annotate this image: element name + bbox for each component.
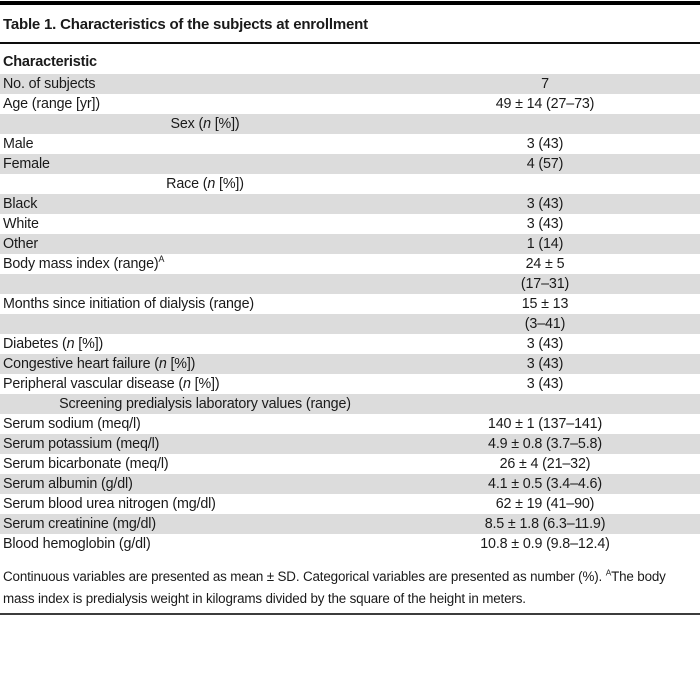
table-row: Blood hemoglobin (g/dl) 10.8 ± 0.9 (9.8–1… — [0, 534, 700, 554]
table-title: Table 1. Characteristics of the subjects… — [3, 16, 368, 33]
table-row: Peripheral vascular disease (n [%]) 3 (43… — [0, 374, 700, 394]
table-row: Age (range [yr]) 49 ± 14 (27–73) — [0, 94, 700, 114]
row-label: Sex (n [%]) — [170, 116, 240, 132]
row-label: White — [3, 216, 39, 232]
row-value: 3 (43) — [526, 336, 564, 352]
table-row: Serum bicarbonate (meq/l) 26 ± 4 (21–32) — [0, 454, 700, 474]
table-row: Serum sodium (meq/l) 140 ± 1 (137–141) — [0, 414, 700, 434]
table-row: Diabetes (n [%]) 3 (43) — [0, 334, 700, 354]
table-row: Serum albumin (g/dl) 4.1 ± 0.5 (3.4–4.6) — [0, 474, 700, 494]
row-label: Screening predialysis laboratory values … — [59, 396, 351, 412]
table-row: (17–31) — [0, 274, 700, 294]
table-row: Serum blood urea nitrogen (mg/dl) 62 ± 19… — [0, 494, 700, 514]
row-value: 10.8 ± 0.9 (9.8–12.4) — [480, 536, 610, 552]
row-value: 49 ± 14 (27–73) — [495, 96, 595, 112]
table-subheader-row: Screening predialysis laboratory values … — [0, 394, 700, 414]
table-top-rule — [0, 1, 700, 5]
table-subheader-row: Race (n [%]) — [0, 174, 700, 194]
row-value: 3 (43) — [526, 356, 564, 372]
row-value: 4 (57) — [526, 156, 564, 172]
table-header-rule — [0, 42, 700, 44]
row-value: 3 (43) — [526, 136, 564, 152]
table-row: Body mass index (range)A 24 ± 5 — [0, 254, 700, 274]
table-row: Congestive heart failure (n [%]) 3 (43) — [0, 354, 700, 374]
row-label: Serum potassium (meq/l) — [3, 436, 160, 452]
table-bottom-rule — [0, 613, 700, 615]
row-value: 1 (14) — [526, 236, 564, 252]
row-label: Body mass index (range)A — [3, 254, 165, 272]
row-label: Diabetes (n [%]) — [3, 336, 104, 352]
row-label: Serum sodium (meq/l) — [3, 416, 141, 432]
row-value: 24 ± 5 — [525, 256, 565, 272]
row-value: 4.9 ± 0.8 (3.7–5.8) — [488, 436, 602, 452]
row-label: Serum creatinine (mg/dl) — [3, 516, 156, 532]
row-value: 3 (43) — [526, 196, 564, 212]
table-row: Other 1 (14) — [0, 234, 700, 254]
table-footnote: Continuous variables are presented as me… — [3, 567, 666, 606]
row-label: Congestive heart failure (n [%]) — [3, 356, 196, 372]
row-value: (3–41) — [524, 316, 566, 332]
table-row: Serum creatinine (mg/dl) 8.5 ± 1.8 (6.3–1… — [0, 514, 700, 534]
row-label: Months since initiation of dialysis (ran… — [3, 296, 255, 312]
row-value: 15 ± 13 — [521, 296, 569, 312]
table-row: White 3 (43) — [0, 214, 700, 234]
table-row: No. of subjects 7 — [0, 74, 700, 94]
row-value: 8.5 ± 1.8 (6.3–11.9) — [484, 516, 606, 532]
row-value: 4.1 ± 0.5 (3.4–4.6) — [488, 476, 602, 492]
row-value: (17–31) — [520, 276, 570, 292]
table-row: Serum potassium (meq/l) 4.9 ± 0.8 (3.7–5.… — [0, 434, 700, 454]
row-label: Black — [3, 196, 38, 212]
table-row: Female 4 (57) — [0, 154, 700, 174]
row-value: 62 ± 19 (41–90) — [495, 496, 595, 512]
table-row: Months since initiation of dialysis (ran… — [0, 294, 700, 314]
row-label: Peripheral vascular disease (n [%]) — [3, 376, 220, 392]
row-label: Other — [3, 236, 39, 252]
row-label: Race (n [%]) — [166, 176, 244, 192]
column-header-characteristic: Characteristic — [3, 54, 97, 70]
row-label: Male — [3, 136, 34, 152]
row-label: Serum albumin (g/dl) — [3, 476, 133, 492]
row-label: No. of subjects — [3, 76, 96, 92]
row-label: Female — [3, 156, 50, 172]
row-label: Age (range [yr]) — [3, 96, 100, 112]
row-value: 140 ± 1 (137–141) — [487, 416, 603, 432]
row-label: Serum bicarbonate (meq/l) — [3, 456, 169, 472]
row-value: 3 (43) — [526, 216, 564, 232]
row-value: 26 ± 4 (21–32) — [499, 456, 591, 472]
table-row: Male 3 (43) — [0, 134, 700, 154]
table-subheader-row: Sex (n [%]) — [0, 114, 700, 134]
row-label: Serum blood urea nitrogen (mg/dl) — [3, 496, 216, 512]
table-rows: No. of subjects 7 Age (range [yr]) 49 ± 14 … — [0, 74, 700, 554]
row-value: 3 (43) — [526, 376, 564, 392]
row-label: Blood hemoglobin (g/dl) — [3, 536, 151, 552]
row-value: 7 — [541, 76, 549, 92]
table-row: Black 3 (43) — [0, 194, 700, 214]
table-row: (3–41) — [0, 314, 700, 334]
